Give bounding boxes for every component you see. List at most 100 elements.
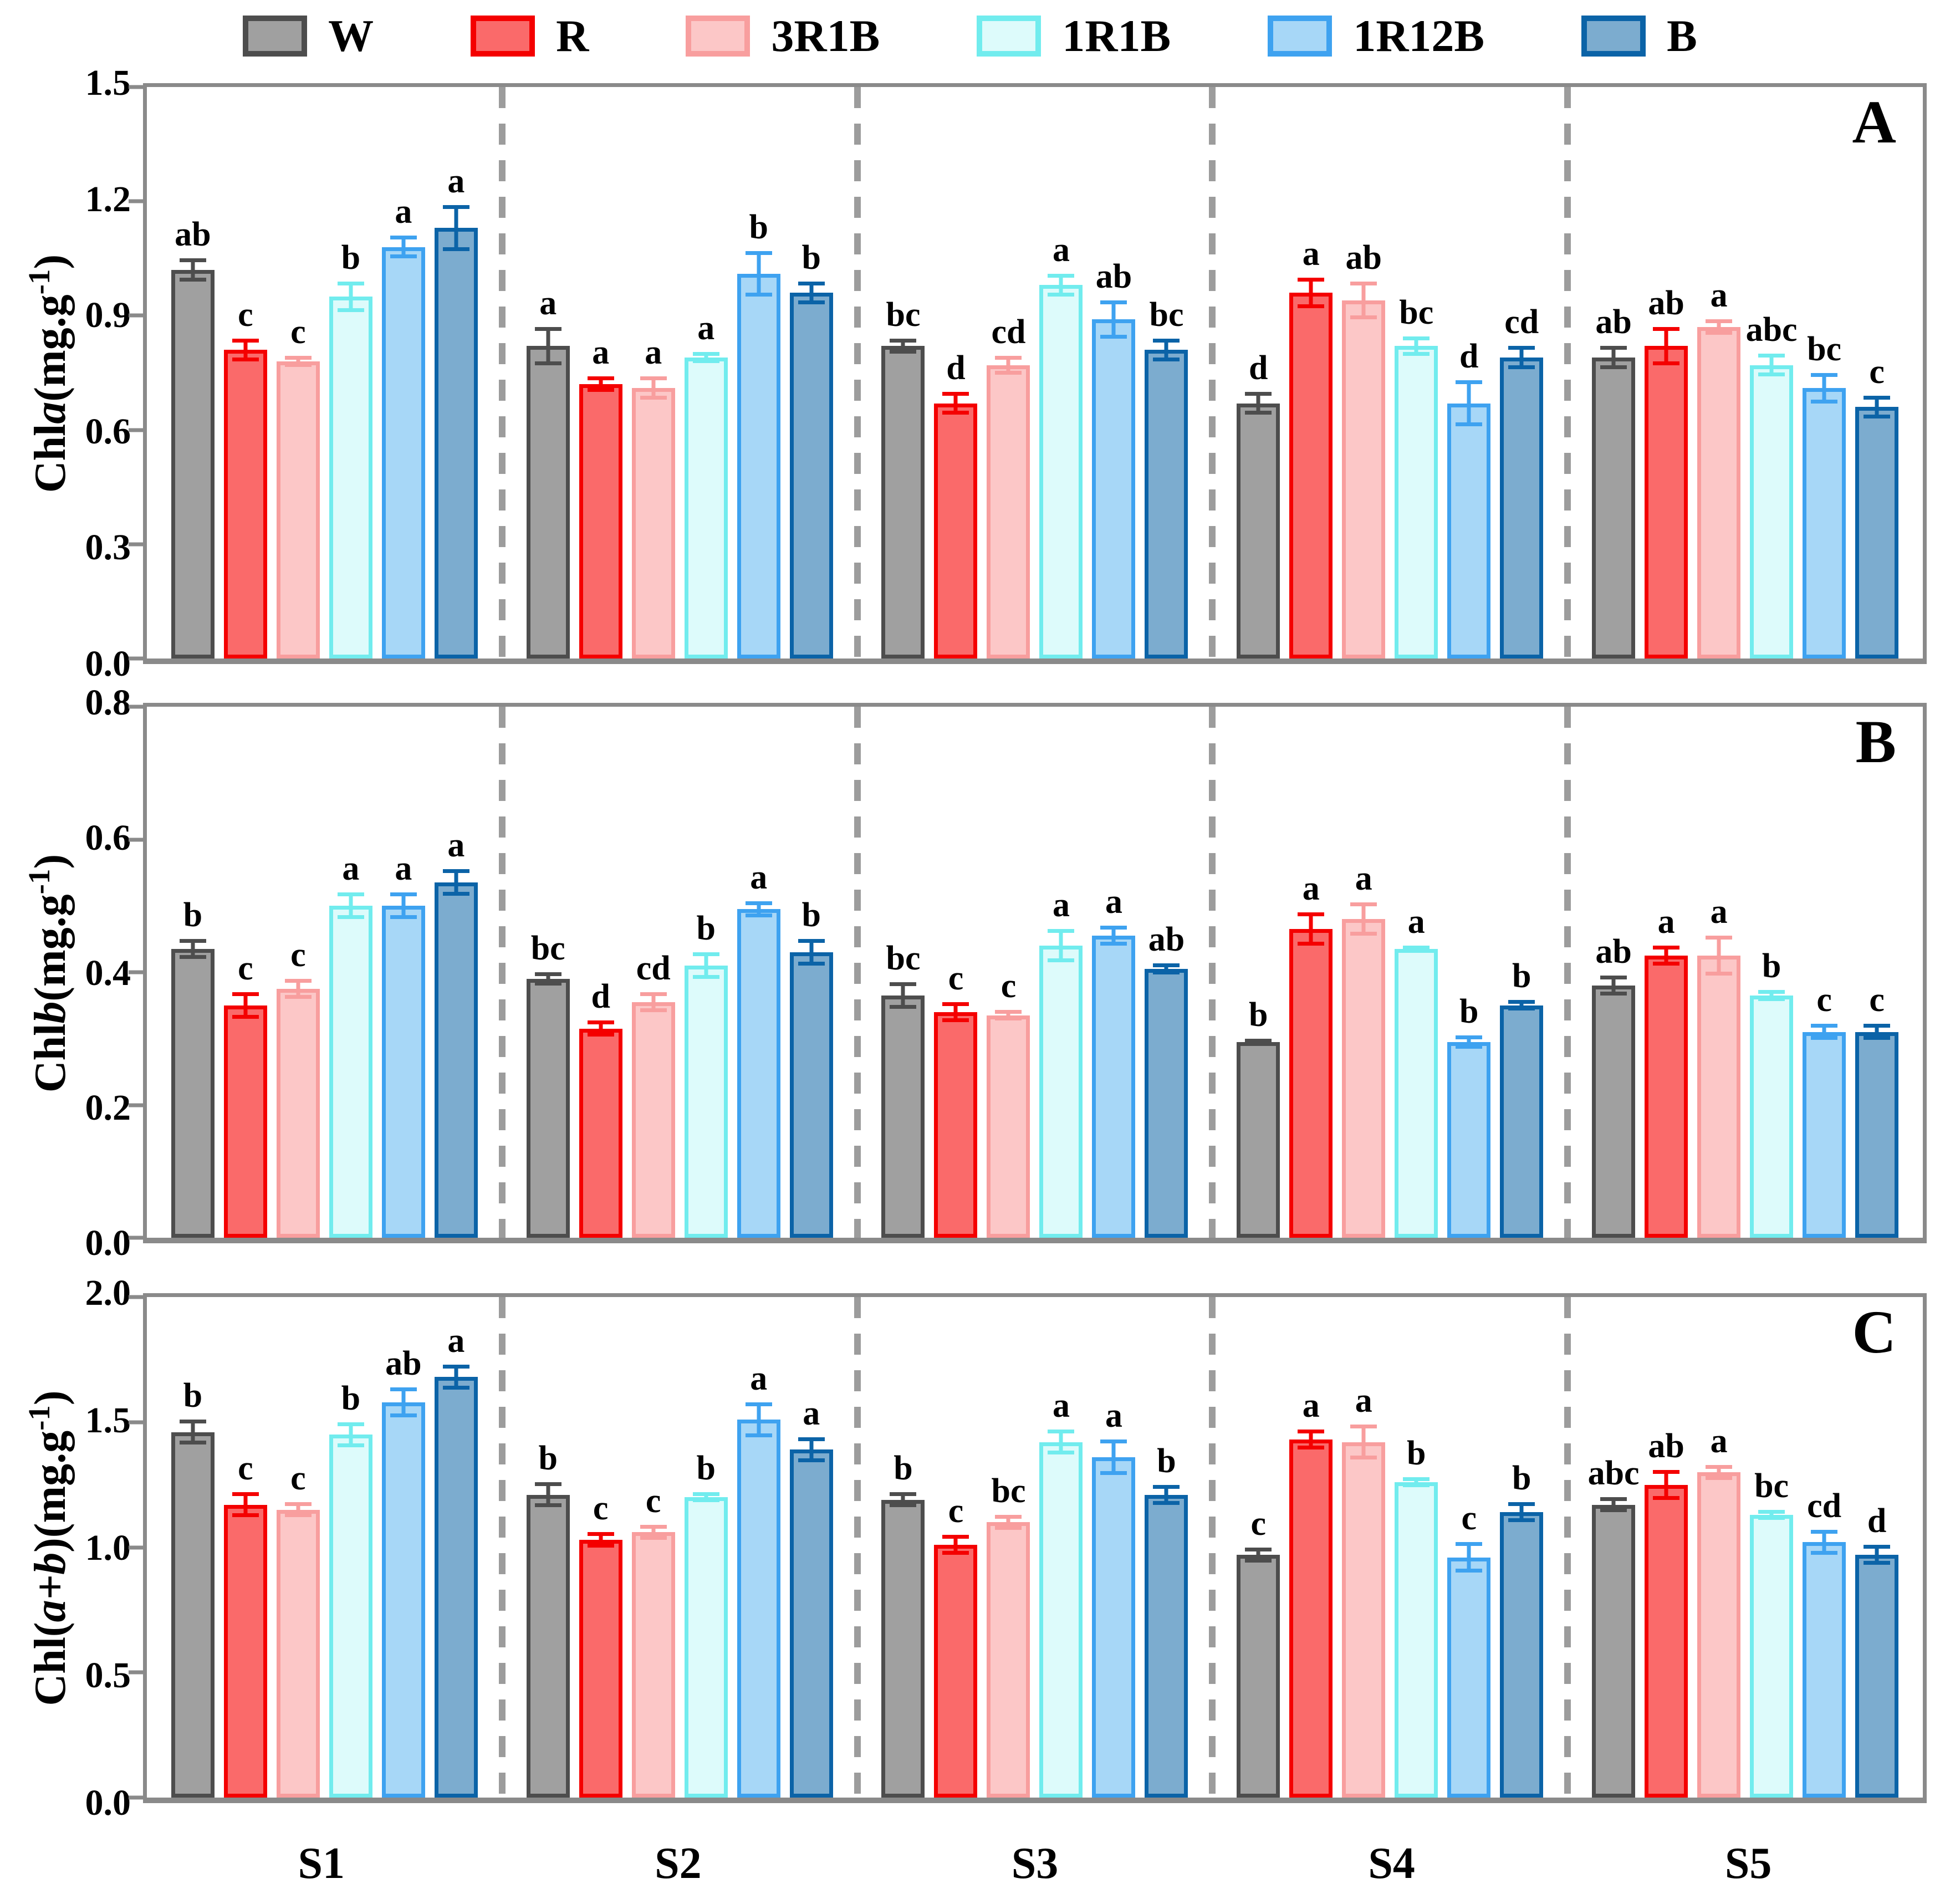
sig-letter-w-s4-a: d xyxy=(1249,349,1268,387)
sig-letter-r-s2-a: a xyxy=(592,334,610,372)
errorbar-cap-bottom xyxy=(1811,399,1838,404)
bar-r-s3-a xyxy=(934,403,978,659)
errorbar-cap-top xyxy=(1403,1477,1430,1482)
errorbar-cap-top xyxy=(1350,1425,1377,1429)
bar-b-s2-a xyxy=(789,293,833,659)
bar-slot: d xyxy=(1237,87,1280,659)
bar-b-s3-c xyxy=(1145,1494,1188,1798)
bar-slot: a xyxy=(1697,707,1741,1238)
errorbar-line xyxy=(704,1492,708,1503)
errorbar-cap-top xyxy=(179,1420,206,1424)
bar-slot: c xyxy=(1447,1297,1491,1798)
errorbar-line xyxy=(809,281,814,304)
errorbar-cap-bottom xyxy=(1456,422,1483,426)
legend-swatch-3r1b xyxy=(686,16,751,57)
errorbar-cap-bottom xyxy=(745,913,772,917)
bar-w-s4-c xyxy=(1237,1555,1280,1798)
bar-slot: c xyxy=(1803,707,1846,1238)
errorbar-cap-bottom xyxy=(745,1433,772,1437)
sig-letter-1r12b-s4-a: d xyxy=(1459,338,1479,376)
errorbar-cap-top xyxy=(1350,281,1377,285)
bar-slot: ab xyxy=(1145,707,1188,1238)
y-tick-mark xyxy=(129,1420,143,1425)
errorbar-cap-bottom xyxy=(798,1458,825,1462)
errorbar-cap-top xyxy=(1456,380,1483,385)
errorbar-cap-top xyxy=(890,982,917,986)
errorbar-cap-bottom xyxy=(1403,351,1430,356)
sig-letter-w-s5-b: ab xyxy=(1595,933,1632,971)
bar-w-s1-b xyxy=(171,949,215,1238)
y-tick-label: 2.0 xyxy=(85,1273,131,1313)
sig-letter-1r12b-s5-b: c xyxy=(1816,981,1832,1019)
errorbar-1r12b-s2-b xyxy=(745,901,772,917)
errorbar-1r1b-s4-c xyxy=(1403,1477,1430,1488)
bar-b-s1-b xyxy=(434,882,478,1238)
sig-letter-1r12b-s1-a: a xyxy=(395,193,412,231)
bar-1r12b-s4-c xyxy=(1447,1557,1491,1798)
sig-letter-r-s3-c: c xyxy=(948,1492,964,1530)
y-tick-mark xyxy=(129,199,143,203)
x-label-s3: S3 xyxy=(1011,1839,1059,1888)
errorbar-cap-bottom xyxy=(587,387,614,392)
sig-letter-w-s5-c: abc xyxy=(1587,1454,1640,1493)
errorbar-b-s4-a xyxy=(1508,346,1535,369)
errorbar-line xyxy=(1717,936,1721,976)
errorbar-cap-top xyxy=(1600,1497,1627,1502)
errorbar-cap-top xyxy=(995,1514,1022,1519)
errorbar-cap-bottom xyxy=(1508,1007,1535,1011)
legend-swatch-1r12b xyxy=(1268,16,1333,57)
bar-slot: cd xyxy=(1803,1297,1846,1798)
panel-letter-b: B xyxy=(1855,708,1896,775)
errorbar-3r1b-s5-a xyxy=(1706,319,1733,335)
errorbar-cap-bottom xyxy=(1153,357,1180,361)
errorbar-1r12b-s2-c xyxy=(745,1402,772,1437)
sig-letter-3r1b-s2-b: cd xyxy=(636,949,671,987)
errorbar-line xyxy=(1059,273,1063,297)
errorbar-cap-bottom xyxy=(232,357,259,361)
errorbar-w-s3-c xyxy=(890,1492,917,1508)
bar-1r12b-s4-a xyxy=(1447,403,1491,659)
errorbar-cap-bottom xyxy=(1245,1041,1272,1045)
errorbar-3r1b-s4-a xyxy=(1350,281,1377,320)
bar-slot: c xyxy=(223,87,267,659)
errorbar-b-s3-b xyxy=(1153,963,1180,974)
y-tick-label: 0.5 xyxy=(85,1655,131,1696)
legend-swatch-w xyxy=(243,16,308,57)
errorbar-line xyxy=(1256,391,1260,415)
errorbar-line xyxy=(1164,338,1168,361)
sig-letter-1r1b-s1-b: a xyxy=(342,850,360,888)
errorbar-cap-bottom xyxy=(640,1535,667,1540)
sig-letter-3r1b-s4-b: a xyxy=(1355,860,1372,898)
bar-slot: bc xyxy=(1750,1297,1794,1798)
errorbar-cap-bottom xyxy=(232,1014,259,1019)
sig-letter-1r1b-s4-c: b xyxy=(1407,1435,1426,1473)
errorbar-line xyxy=(599,1020,603,1037)
errorbar-line xyxy=(809,1437,814,1462)
errorbar-line xyxy=(1467,1035,1471,1049)
errorbar-cap-top xyxy=(640,1524,667,1529)
sig-letter-1r12b-s2-a: b xyxy=(749,208,768,246)
bar-slot: c xyxy=(579,1297,622,1798)
bar-slot: b xyxy=(1750,707,1794,1238)
errorbar-line xyxy=(1519,1000,1524,1011)
errorbar-cap-bottom xyxy=(1600,365,1627,369)
bar-b-s4-c xyxy=(1500,1512,1544,1798)
errorbar-cap-bottom xyxy=(179,277,206,282)
bar-slot: bc xyxy=(1145,87,1188,659)
bar-3r1b-s2-a xyxy=(631,388,675,659)
y-tick-label: 0.3 xyxy=(85,527,131,568)
bar-slot: b xyxy=(1447,707,1491,1238)
errorbar-line xyxy=(296,1502,300,1518)
sig-letter-w-s4-c: c xyxy=(1250,1504,1267,1543)
errorbar-b-s3-c xyxy=(1153,1484,1180,1505)
sig-letter-b-s1-a: a xyxy=(447,162,465,201)
legend-label-1r12b: 1R12B xyxy=(1353,11,1485,61)
y-tick-labels-b: 0.0 0.2 0.4 0.6 0.8 xyxy=(0,685,139,1262)
errorbar-cap-top xyxy=(1864,395,1891,400)
errorbar-b-s5-b xyxy=(1864,1024,1891,1040)
errorbar-b-s4-b xyxy=(1508,1000,1535,1011)
errorbar-w-s2-b xyxy=(534,972,561,986)
errorbar-cap-top xyxy=(1811,372,1838,377)
sig-letter-b-s5-a: c xyxy=(1869,353,1885,391)
errorbar-cap-top xyxy=(640,992,667,996)
